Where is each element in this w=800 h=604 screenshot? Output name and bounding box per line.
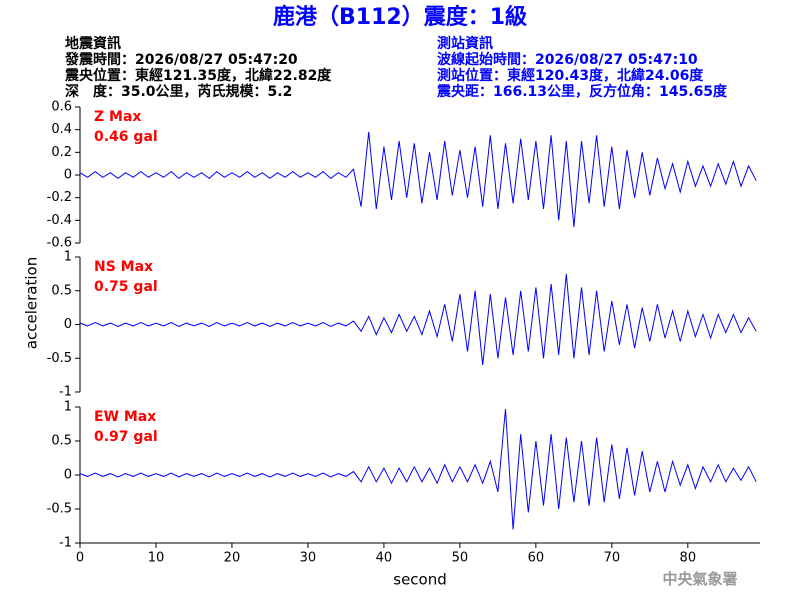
footer: 中央氣象署 (662, 570, 737, 588)
x-axis-label: second (393, 571, 447, 589)
annotation: NS Max (94, 259, 153, 275)
y-axis-label: acceleration (23, 257, 41, 349)
x-tick-label: 0 (76, 551, 84, 566)
info-line: 發震時間：2026/08/27 05:47:20 (64, 51, 298, 68)
info-line: 深 度：35.0公里，芮氏規模：5.2 (65, 83, 292, 100)
waveform (79, 408, 757, 530)
annotation: 0.97 gal (94, 429, 158, 445)
y-tick-label: -0.2 (47, 190, 72, 205)
x-tick-label: 10 (148, 551, 165, 566)
y-tick-label: 1 (64, 400, 72, 415)
y-tick-label: -0.5 (47, 351, 72, 366)
x-tick-label: 60 (528, 551, 545, 566)
y-tick-label: 0.5 (51, 434, 72, 449)
y-tick-label: 0 (64, 317, 72, 332)
y-tick-label: -0.4 (47, 213, 72, 228)
x-tick-label: 50 (452, 551, 469, 566)
y-tick-label: 0 (64, 468, 72, 483)
y-tick-label: -0.5 (47, 502, 72, 517)
x-tick-label: 30 (300, 551, 317, 566)
info-line: 地震資訊 (65, 35, 121, 52)
annotation: Z Max (94, 109, 141, 125)
waveform (79, 273, 757, 366)
y-tick-label: -1 (59, 536, 72, 551)
chart-title: 鹿港（B112）震度：1級 (273, 4, 527, 30)
y-tick-label: 0.4 (51, 122, 72, 137)
annotation: EW Max (94, 409, 156, 425)
annotation: 0.75 gal (94, 279, 158, 295)
y-tick-label: 1 (64, 250, 72, 265)
waveform (79, 131, 757, 228)
annotation: 0.46 gal (94, 129, 158, 145)
y-tick-label: -1 (59, 385, 72, 400)
info-line: 震央距：166.13公里，反方位角：145.65度 (436, 83, 728, 100)
info-line: 測站位置：東經120.43度，北緯24.06度 (437, 67, 704, 84)
x-tick-label: 80 (680, 551, 697, 566)
info-line: 測站資訊 (437, 35, 493, 52)
x-tick-label: 70 (604, 551, 621, 566)
y-tick-label: 0 (64, 168, 72, 183)
x-tick-label: 40 (376, 551, 393, 566)
info-line: 波線起始時間：2026/08/27 05:47:10 (437, 51, 698, 68)
y-tick-label: -0.6 (47, 236, 72, 251)
y-tick-label: 0.5 (51, 283, 72, 298)
x-tick-label: 20 (224, 551, 241, 566)
info-line: 震央位置：東經121.35度，北緯22.82度 (64, 67, 332, 84)
y-tick-label: 0.6 (51, 100, 72, 115)
y-tick-label: 0.2 (51, 145, 72, 160)
